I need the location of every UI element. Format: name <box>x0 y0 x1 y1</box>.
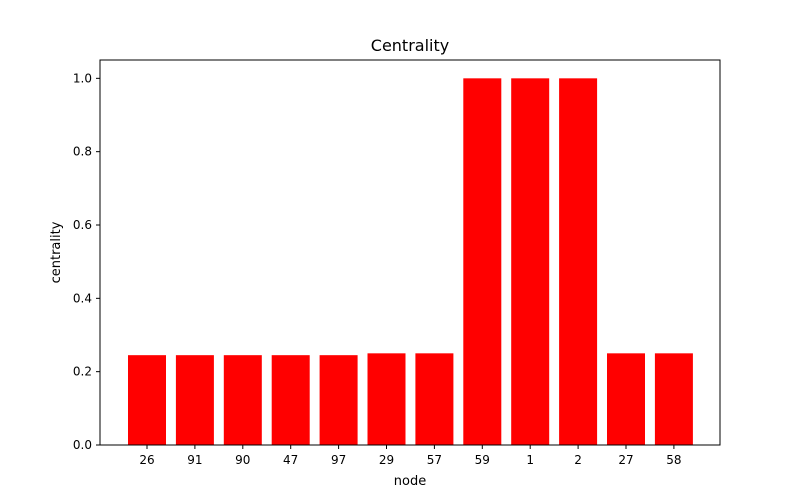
x-tick-label: 29 <box>379 453 394 467</box>
bar-node-58 <box>654 353 693 445</box>
bar-node-29 <box>367 353 406 445</box>
bar-node-97 <box>319 355 358 445</box>
x-tick-label: 91 <box>187 453 202 467</box>
y-axis-label: centrality <box>49 221 64 283</box>
x-tick-label: 2 <box>574 453 582 467</box>
bar-node-57 <box>415 353 454 445</box>
bar-node-26 <box>128 355 166 445</box>
x-tick-label: 26 <box>139 453 154 467</box>
x-tick-label: 47 <box>283 453 298 467</box>
x-tick-label: 59 <box>475 453 490 467</box>
bar-node-2 <box>559 78 598 445</box>
y-tick-label: 1.0 <box>73 71 92 85</box>
bar-node-91 <box>175 355 214 445</box>
y-tick-label: 0.8 <box>73 145 92 159</box>
x-tick-label: 58 <box>666 453 681 467</box>
bar-node-59 <box>463 78 502 445</box>
bar-node-90 <box>223 355 262 445</box>
plot-frame <box>99 59 721 446</box>
x-axis-ticks: 26 91 90 47 97 29 57 59 1 2 27 58 <box>139 445 682 467</box>
y-tick-label: 0.0 <box>73 438 92 452</box>
y-tick-label: 0.6 <box>73 218 92 232</box>
chart-title: Centrality <box>371 36 449 55</box>
y-tick-label: 0.4 <box>73 291 92 305</box>
x-axis-label: node <box>394 474 426 489</box>
x-tick-label: 57 <box>427 453 442 467</box>
bar-node-47 <box>271 355 310 445</box>
x-tick-label: 97 <box>331 453 346 467</box>
y-axis-ticks: 0.0 0.2 0.4 0.6 0.8 1.0 <box>73 71 100 452</box>
bar-node-1 <box>511 78 550 445</box>
bars-group <box>128 78 693 445</box>
y-tick-label: 0.2 <box>73 365 92 379</box>
bar-node-27 <box>607 353 645 445</box>
x-tick-label: 90 <box>235 453 250 467</box>
x-tick-label: 1 <box>526 453 534 467</box>
x-tick-label: 27 <box>618 453 633 467</box>
